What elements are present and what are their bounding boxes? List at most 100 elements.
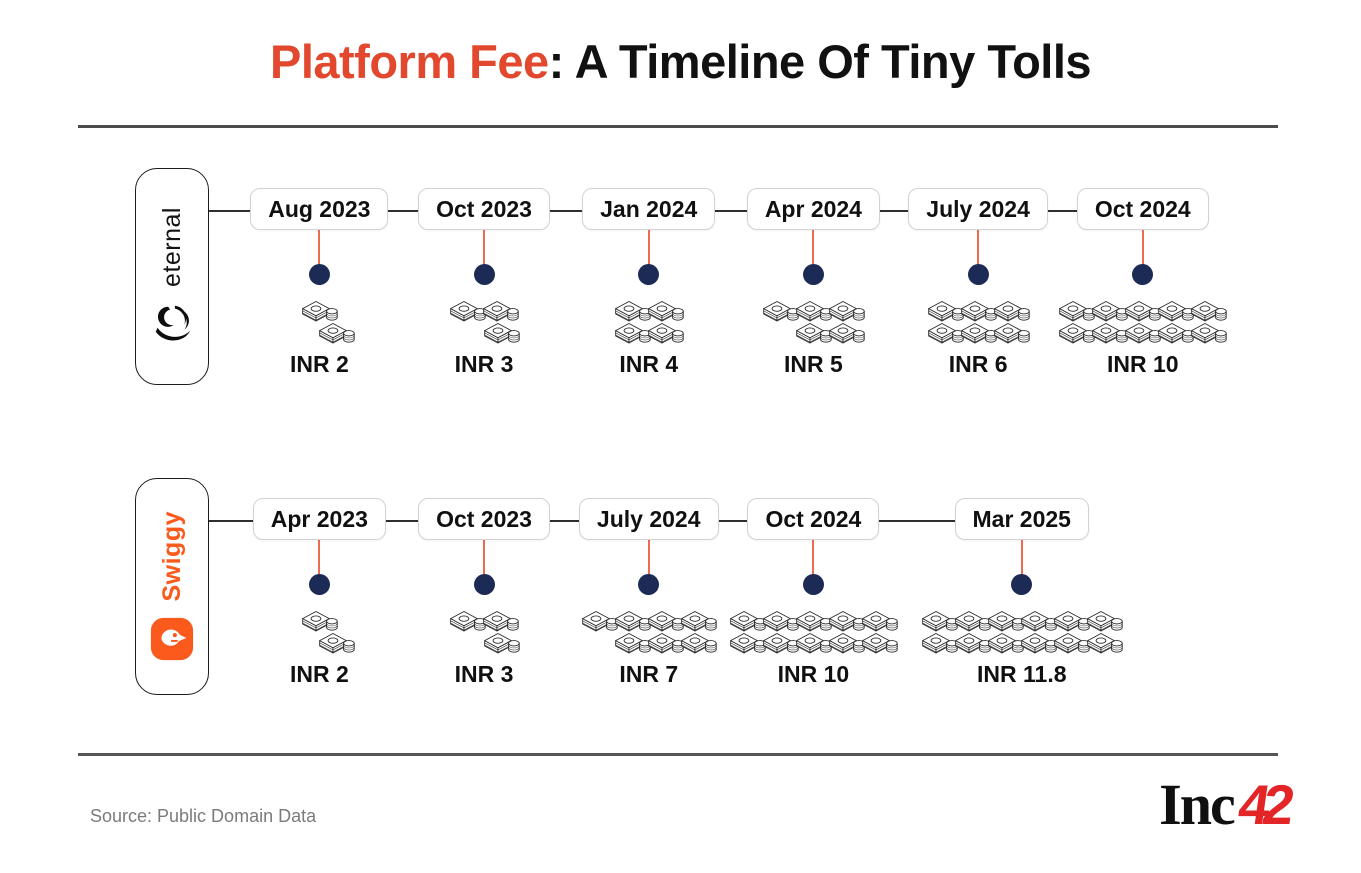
money-cluster xyxy=(1059,292,1227,348)
title-highlight: Platform Fee xyxy=(269,35,549,88)
timeline-event: July 2024 xyxy=(896,188,1061,378)
timeline-dot xyxy=(638,264,660,285)
timeline-dot xyxy=(638,574,660,595)
money-stack-icon xyxy=(614,610,651,631)
timeline-event: July 2024 xyxy=(566,498,731,688)
date-label: Apr 2023 xyxy=(252,498,386,540)
money-cluster xyxy=(763,292,866,348)
money-stack-icon xyxy=(483,610,519,631)
source-note: Source: Public Domain Data xyxy=(90,806,317,826)
fee-label: INR 10 xyxy=(1106,351,1179,377)
fee-label: INR 2 xyxy=(289,661,349,687)
date-label: Oct 2024 xyxy=(747,498,880,540)
fee-label: INR 10 xyxy=(777,661,850,687)
money-stack-icon xyxy=(1092,300,1128,321)
event-connector-line xyxy=(977,230,980,265)
money-stack-icon xyxy=(921,632,958,653)
date-label: Apr 2024 xyxy=(746,188,880,230)
money-cluster xyxy=(581,602,717,658)
money-cluster-row xyxy=(450,604,519,635)
money-stack-icon xyxy=(647,610,684,631)
timeline-dot xyxy=(473,574,495,595)
money-cluster-row xyxy=(614,316,684,347)
money-stack-icon xyxy=(483,632,520,653)
timeline-dot xyxy=(802,574,824,595)
money-stack-icon xyxy=(829,300,865,321)
brand-pill-eternal: eternal xyxy=(135,168,209,385)
inc42-logo-number: 42 xyxy=(1234,773,1292,836)
money-stack-icon xyxy=(960,300,997,321)
brand-pill-swiggy: Swiggy xyxy=(135,478,209,695)
page-title: Platform Fee: A Timeline Of Tiny Tolls xyxy=(0,34,1361,89)
money-stack-icon xyxy=(730,610,766,631)
money-stack-icon xyxy=(730,632,766,653)
event-connector-line xyxy=(318,540,321,575)
money-stack-icon xyxy=(681,632,717,653)
money-cluster-row xyxy=(483,626,520,657)
money-cluster xyxy=(730,602,898,658)
money-stack-icon xyxy=(763,610,799,631)
brand-label: Swiggy xyxy=(157,511,186,602)
money-cluster xyxy=(302,602,355,658)
money-stack-icon xyxy=(1158,322,1194,343)
money-stack-icon xyxy=(796,632,832,653)
timeline-event: Mar 2025 xyxy=(896,498,1148,688)
money-stack-icon xyxy=(614,322,651,343)
fee-label: INR 3 xyxy=(454,351,514,377)
money-cluster-row xyxy=(319,626,355,657)
money-stack-icon xyxy=(1053,632,1090,653)
money-stack-icon xyxy=(1053,610,1090,631)
event-connector-line xyxy=(812,540,815,575)
date-label: Oct 2023 xyxy=(418,188,550,230)
money-stack-icon xyxy=(1059,322,1095,343)
date-label: Oct 2023 xyxy=(418,498,550,540)
money-stack-icon xyxy=(927,300,964,321)
money-stack-icon xyxy=(680,610,717,631)
money-cluster-row xyxy=(921,604,1123,635)
money-cluster-row xyxy=(796,316,866,347)
money-stack-icon xyxy=(647,322,684,343)
timeline-dot xyxy=(308,574,330,595)
fee-label: INR 7 xyxy=(619,661,679,687)
money-stack-icon xyxy=(829,322,866,343)
money-cluster xyxy=(921,602,1123,658)
eternal-logo-icon xyxy=(155,306,191,341)
event-connector-line xyxy=(318,230,321,265)
money-stack-icon xyxy=(763,300,799,321)
money-stack-icon xyxy=(993,300,1030,321)
timeline-events: Apr 2023 xyxy=(237,498,1148,688)
timeline-event: Jan 2024 xyxy=(566,188,731,378)
timeline-dot xyxy=(473,264,495,285)
money-stack-icon xyxy=(1086,632,1123,653)
money-stack-icon xyxy=(1092,322,1128,343)
money-stack-icon xyxy=(862,632,898,653)
timeline-eternal: eternal Aug 2023 xyxy=(0,168,1361,398)
timeline-dot xyxy=(802,264,824,285)
money-cluster-row xyxy=(730,626,898,657)
swiggy-logo-icon xyxy=(150,617,194,660)
fee-label: INR 2 xyxy=(289,351,349,377)
date-label: Aug 2023 xyxy=(250,188,389,230)
event-connector-line xyxy=(812,230,815,265)
money-cluster-row xyxy=(927,294,1030,325)
money-cluster xyxy=(450,602,520,658)
timeline-event: Oct 2023 xyxy=(402,498,567,688)
money-stack-icon xyxy=(796,322,833,343)
timeline-event: Oct 2023 xyxy=(402,188,567,378)
money-stack-icon xyxy=(1020,610,1057,631)
money-stack-icon xyxy=(987,632,1024,653)
timeline-event: Oct 2024 xyxy=(730,498,898,688)
bottom-divider xyxy=(78,753,1278,756)
money-stack-icon xyxy=(954,632,991,653)
money-stack-icon xyxy=(862,610,898,631)
title-rest: : A Timeline Of Tiny Tolls xyxy=(548,35,1092,88)
money-stack-icon xyxy=(763,632,799,653)
timeline-dot xyxy=(308,264,330,285)
money-stack-icon xyxy=(960,322,997,343)
money-stack-icon xyxy=(796,610,832,631)
money-cluster-row xyxy=(730,604,898,635)
money-stack-icon xyxy=(1020,632,1057,653)
top-divider xyxy=(78,125,1278,128)
money-cluster-row xyxy=(921,626,1123,657)
money-stack-icon xyxy=(1191,300,1227,321)
